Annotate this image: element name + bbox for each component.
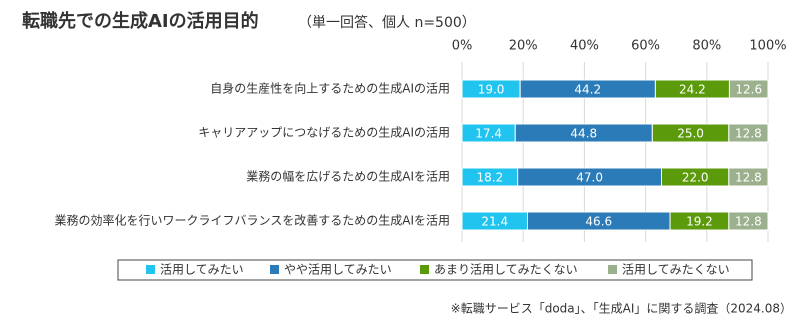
category-label: 自身の生産性を向上するための生成AIの活用 [210, 81, 450, 96]
x-tick-label: 80% [692, 39, 721, 54]
category-label: 業務の効率化を行いワークライフバランスを改善するための生成AIを活用 [54, 213, 450, 228]
legend-label: 活用してみたくない [622, 263, 730, 277]
legend-swatch [270, 265, 279, 274]
bar-segment [728, 123, 769, 143]
data-label: 24.2 [679, 83, 706, 97]
legend-swatch [146, 265, 155, 274]
source-note: ※転職サービス「doda」、「生成AI」に関する調査（2024.08） [451, 302, 792, 316]
data-label: 21.4 [481, 215, 508, 229]
chart-title: 転職先での生成AIの活用目的 [22, 10, 259, 32]
data-label: 12.6 [735, 83, 762, 97]
data-label: 22.0 [682, 171, 709, 185]
x-tick-label: 60% [631, 39, 660, 54]
data-label: 47.0 [576, 171, 603, 185]
x-tick-label: 0% [452, 39, 473, 54]
legend-label: やや活用してみたい [284, 263, 392, 277]
legend-swatch [420, 265, 429, 274]
x-tick-label: 40% [570, 39, 599, 54]
data-label: 12.8 [735, 171, 762, 185]
chart-subtitle: （単一回答、個人 n=500） [298, 14, 476, 31]
data-label: 46.6 [585, 215, 612, 229]
data-label: 17.4 [475, 127, 502, 141]
x-tick-label: 100% [749, 39, 786, 54]
category-label: キャリアアップにつなげるための生成AIの活用 [198, 126, 450, 140]
data-label: 44.2 [574, 83, 601, 97]
data-label: 12.8 [735, 215, 762, 229]
data-label: 44.8 [570, 127, 597, 141]
legend-box [117, 259, 753, 281]
bar-segment [728, 211, 769, 231]
legend-label: 活用してみたい [160, 263, 244, 277]
data-label: 12.8 [735, 127, 762, 141]
data-label: 19.0 [478, 83, 505, 97]
bar-segment [728, 167, 769, 187]
data-label: 25.0 [677, 127, 704, 141]
bar-segment [728, 79, 769, 99]
category-label: 業務の幅を広げるための生成AIを活用 [246, 169, 450, 184]
data-label: 18.2 [476, 171, 503, 185]
data-label: 19.2 [686, 215, 713, 229]
legend-swatch [608, 265, 617, 274]
legend-label: あまり活用してみたくない [434, 263, 578, 277]
x-tick-label: 20% [509, 39, 538, 54]
